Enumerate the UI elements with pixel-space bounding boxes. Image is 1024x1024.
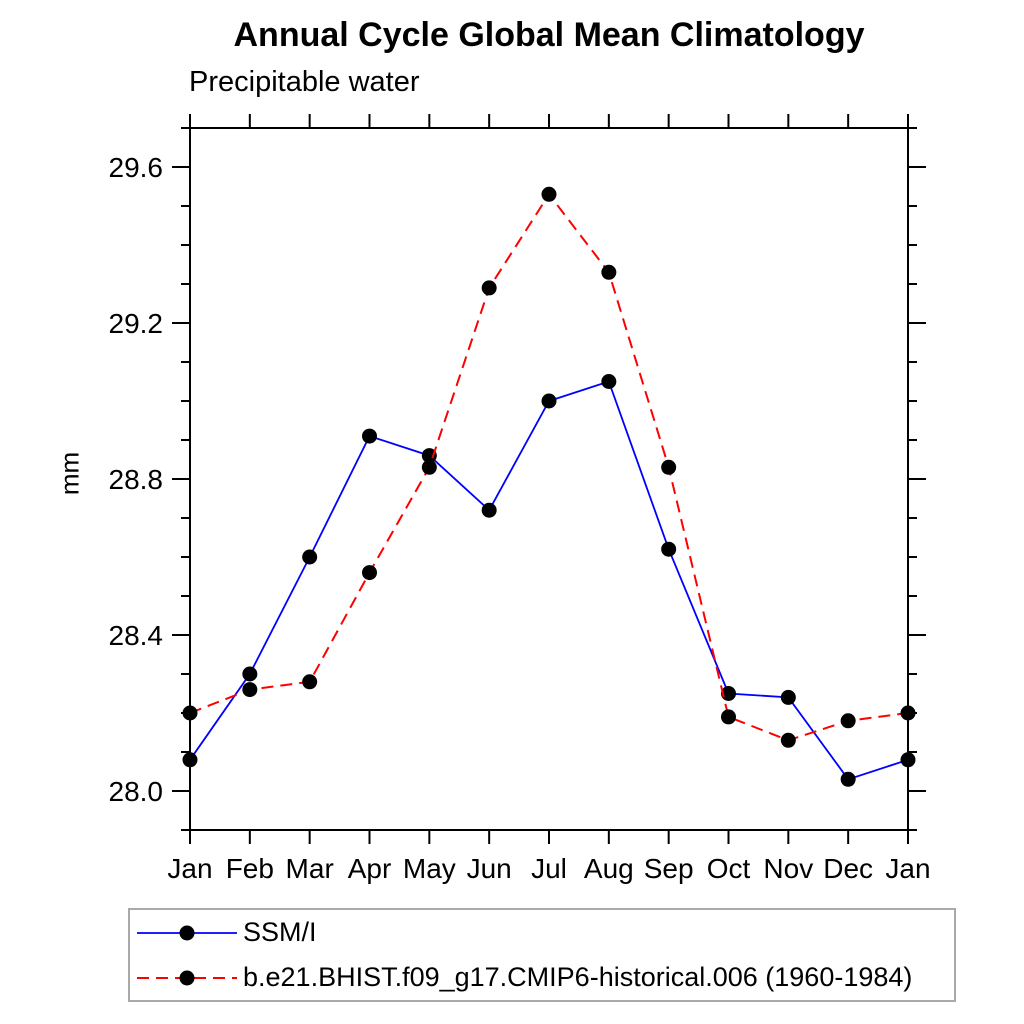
series-line-1 xyxy=(189,192,909,742)
data-point-marker xyxy=(421,448,437,464)
x-tick-label: Jan xyxy=(167,853,212,884)
data-point-marker xyxy=(900,705,916,721)
data-point-marker xyxy=(362,565,377,581)
x-tick-label: Aug xyxy=(584,853,634,884)
data-point-marker xyxy=(242,682,258,698)
data-point-marker xyxy=(780,689,796,705)
y-tick-label: 29.6 xyxy=(109,152,164,183)
x-tick-label: Jun xyxy=(467,853,512,884)
data-point-marker xyxy=(481,280,497,296)
y-tick-label: 28.0 xyxy=(109,776,164,807)
data-point-marker xyxy=(661,541,677,557)
data-point-marker xyxy=(601,374,617,389)
x-tick-label: Jan xyxy=(885,853,930,884)
y-tick-label: 28.4 xyxy=(109,620,164,651)
series-line-0 xyxy=(189,380,909,781)
data-point-marker xyxy=(721,709,736,725)
chart-subtitle: Precipitable water xyxy=(189,66,420,98)
data-point-marker xyxy=(302,549,318,565)
legend-item-ssmi: SSM/I xyxy=(130,911,954,955)
data-point-marker xyxy=(541,393,557,409)
data-point-marker xyxy=(721,686,736,701)
data-point-marker xyxy=(900,752,916,768)
data-point-marker xyxy=(302,674,318,690)
data-point-marker xyxy=(840,771,856,787)
y-tick-label: 28.8 xyxy=(109,464,164,495)
data-point-marker xyxy=(661,459,677,475)
legend-item-model: b.e21.BHIST.f09_g17.CMIP6-historical.006… xyxy=(130,956,954,1000)
legend-label-model: b.e21.BHIST.f09_g17.CMIP6-historical.006… xyxy=(243,962,913,992)
data-point-marker xyxy=(421,459,437,475)
legend-marker-icon xyxy=(179,925,195,940)
y-tick-label: 29.2 xyxy=(109,308,164,339)
data-point-marker xyxy=(601,264,617,280)
data-point-marker xyxy=(541,186,557,202)
data-point-marker xyxy=(840,713,856,729)
legend-marker-icon xyxy=(179,970,195,985)
plot-frame xyxy=(189,127,909,831)
legend-label-ssmi: SSM/I xyxy=(243,917,317,947)
x-tick-label: Sep xyxy=(644,853,694,884)
legend-box: SSM/I b.e21.BHIST.f09_g17.CMIP6-historic… xyxy=(128,908,956,1002)
x-tick-label: Oct xyxy=(707,853,751,884)
x-tick-label: Apr xyxy=(348,853,392,884)
x-tick-label: May xyxy=(403,853,456,884)
data-point-marker xyxy=(362,428,377,444)
legend-line-sample-dashed xyxy=(137,970,237,985)
data-point-marker xyxy=(182,705,198,721)
x-tick-label: Mar xyxy=(286,853,334,884)
data-point-marker xyxy=(242,666,258,682)
chart-title: Annual Cycle Global Mean Climatology xyxy=(233,16,865,54)
x-tick-label: Jul xyxy=(531,853,567,884)
data-point-marker xyxy=(780,732,796,748)
x-tick-label: Dec xyxy=(823,853,873,884)
x-tick-label: Nov xyxy=(763,853,813,884)
legend-line-sample-solid xyxy=(137,925,237,940)
x-tick-label: Feb xyxy=(226,853,274,884)
data-point-marker xyxy=(182,752,198,768)
data-point-marker xyxy=(481,502,497,518)
